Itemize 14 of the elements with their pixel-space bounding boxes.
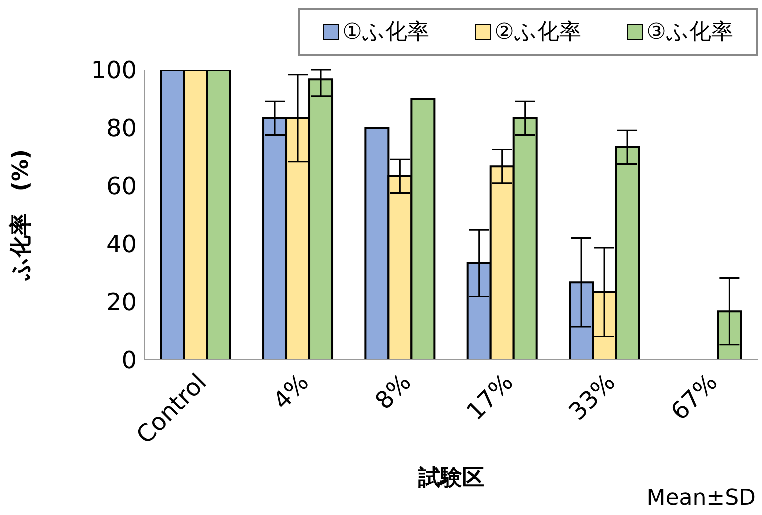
x-axis-title: 試験区 bbox=[418, 466, 484, 491]
legend-label: ③ふ化率 bbox=[646, 19, 734, 47]
y-tick-label: 0 bbox=[122, 346, 137, 375]
y-tick-label: 40 bbox=[106, 230, 137, 259]
y-tick-label: 60 bbox=[106, 172, 137, 201]
legend-label: ②ふ化率 bbox=[494, 19, 582, 47]
y-tick-label: 100 bbox=[91, 56, 137, 85]
text: Mean±SD bbox=[646, 486, 756, 511]
y-tick-label: 80 bbox=[106, 114, 137, 143]
y-tick-label: 20 bbox=[106, 288, 137, 317]
x-tick-label: 8% bbox=[370, 368, 417, 416]
legend-label: ①ふ化率 bbox=[342, 19, 430, 47]
x-tick-label: 4% bbox=[268, 368, 315, 416]
y-axis-title: ふ化率 (%) bbox=[8, 149, 34, 282]
